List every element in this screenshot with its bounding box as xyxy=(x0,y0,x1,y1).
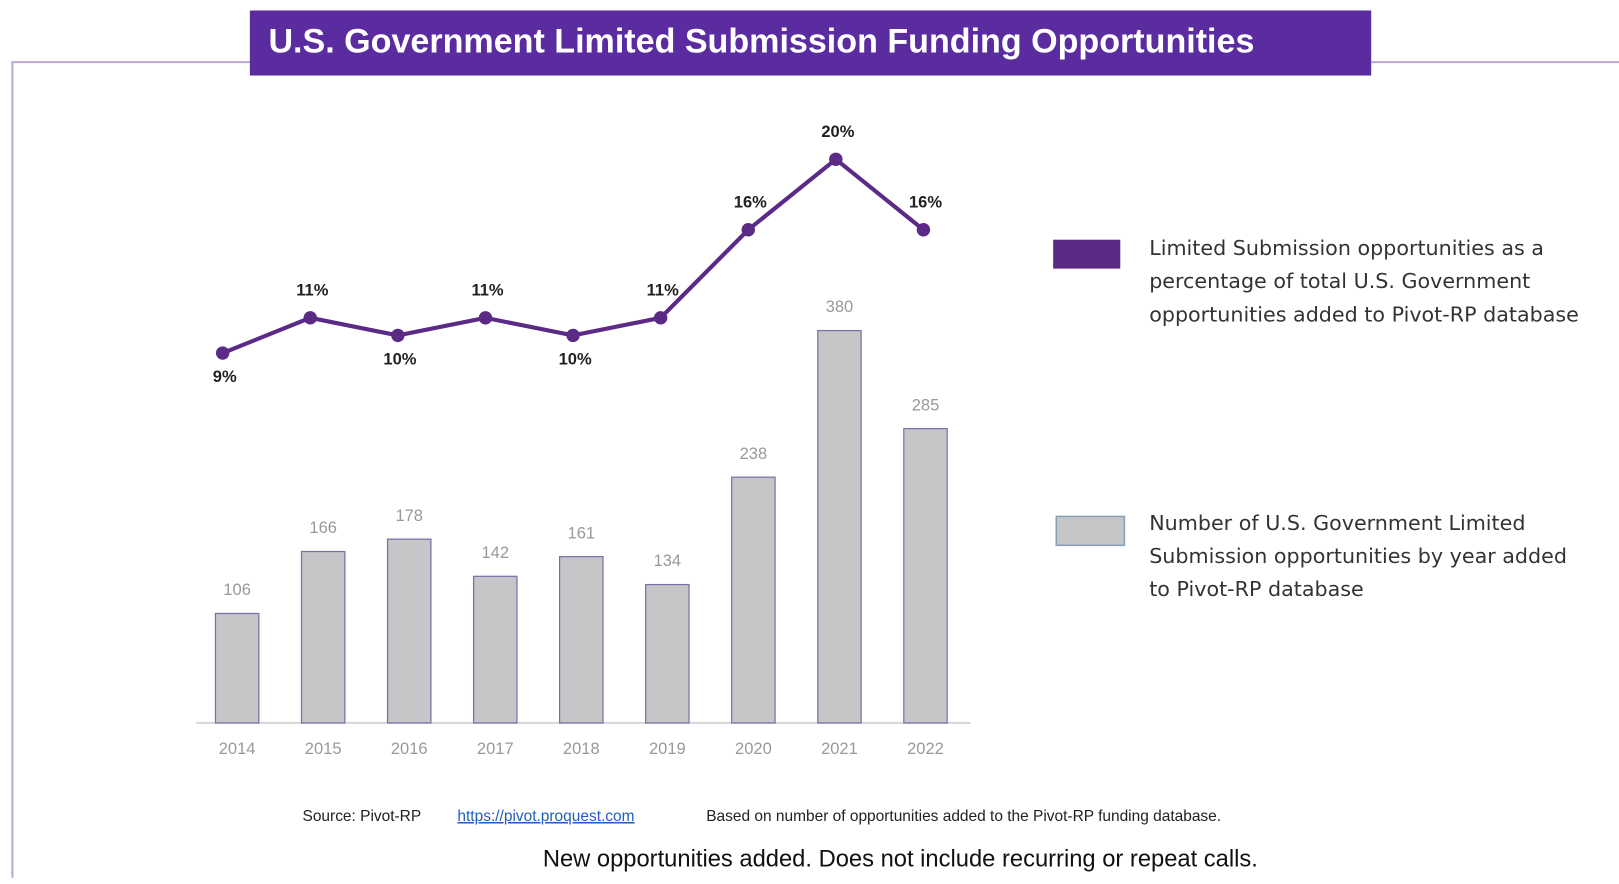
line-point xyxy=(303,311,317,325)
legend-item: Number of U.S. Government Limited Submis… xyxy=(1055,510,1567,602)
bar xyxy=(731,476,776,724)
bar xyxy=(300,550,346,724)
title-banner xyxy=(249,10,1372,76)
source-label: Source: Pivot-RP xyxy=(303,808,422,825)
frame xyxy=(11,61,1619,878)
bar-value-label: 166 xyxy=(309,518,337,537)
line-value-label: 11% xyxy=(471,280,503,299)
x-tick-label: 2016 xyxy=(391,739,428,758)
line xyxy=(221,156,925,355)
line-value-label: 9% xyxy=(213,367,237,386)
bar-value-label: 285 xyxy=(912,395,940,414)
bar-value-label: 134 xyxy=(654,551,682,570)
bar xyxy=(214,612,260,724)
x-tick-label: 2014 xyxy=(219,739,256,758)
legend-label: Number of U.S. Government Limited Submis… xyxy=(1149,510,1567,602)
x-tick-label: 2022 xyxy=(907,739,944,758)
bar-value-label: 142 xyxy=(481,543,509,562)
bar xyxy=(559,556,604,724)
line-value-label: 20% xyxy=(821,122,854,141)
legend-label: Limited Submission opportunities as a pe… xyxy=(1149,235,1579,327)
x-tick-label: 2020 xyxy=(735,739,772,758)
bar-value-label: 380 xyxy=(826,297,854,316)
x-tick-label: 2019 xyxy=(649,739,686,758)
line-point xyxy=(215,346,230,360)
line-value-label: 10% xyxy=(383,350,416,369)
legend-text-box: Limited Submission opportunities as a pe… xyxy=(1149,235,1579,327)
x-tick-label: 2018 xyxy=(563,739,600,758)
bar xyxy=(472,575,518,724)
line-point xyxy=(829,152,843,167)
source-link[interactable]: https://pivot.proquest.com xyxy=(457,808,634,825)
line-point xyxy=(653,311,668,325)
bar xyxy=(817,329,862,724)
x-tick-label: 2021 xyxy=(821,739,858,758)
bar xyxy=(645,583,690,724)
line-point xyxy=(478,311,493,325)
bar-value-label: 161 xyxy=(568,523,596,542)
x-tick-label: 2017 xyxy=(477,739,514,758)
bar-value-label: 106 xyxy=(223,580,251,599)
line-value-label: 11% xyxy=(296,280,328,299)
legend-text-box: Number of U.S. Government Limited Submis… xyxy=(1149,510,1567,602)
legend-swatch xyxy=(1053,239,1121,269)
bar xyxy=(386,538,432,724)
line-value-label: 16% xyxy=(734,192,767,211)
source-text: Based on number of opportunities added t… xyxy=(706,808,1221,825)
legend-item: Limited Submission opportunities as a pe… xyxy=(1053,235,1579,327)
line-point xyxy=(566,328,580,343)
line-value-label: 16% xyxy=(909,192,942,211)
line-point xyxy=(391,328,405,343)
bar-value-label: 238 xyxy=(740,444,768,463)
line-value-label: 11% xyxy=(647,280,679,299)
line-point xyxy=(916,223,931,237)
line-value-label: 10% xyxy=(559,350,592,369)
chart-title: U.S. Government Limited Submission Fundi… xyxy=(268,23,1254,61)
legend-swatch xyxy=(1055,515,1126,547)
bar xyxy=(903,428,948,724)
line-point xyxy=(741,223,755,237)
footnote: New opportunities added. Does not includ… xyxy=(543,847,1258,873)
x-tick-label: 2015 xyxy=(305,739,342,758)
bar-value-label: 178 xyxy=(395,506,423,525)
